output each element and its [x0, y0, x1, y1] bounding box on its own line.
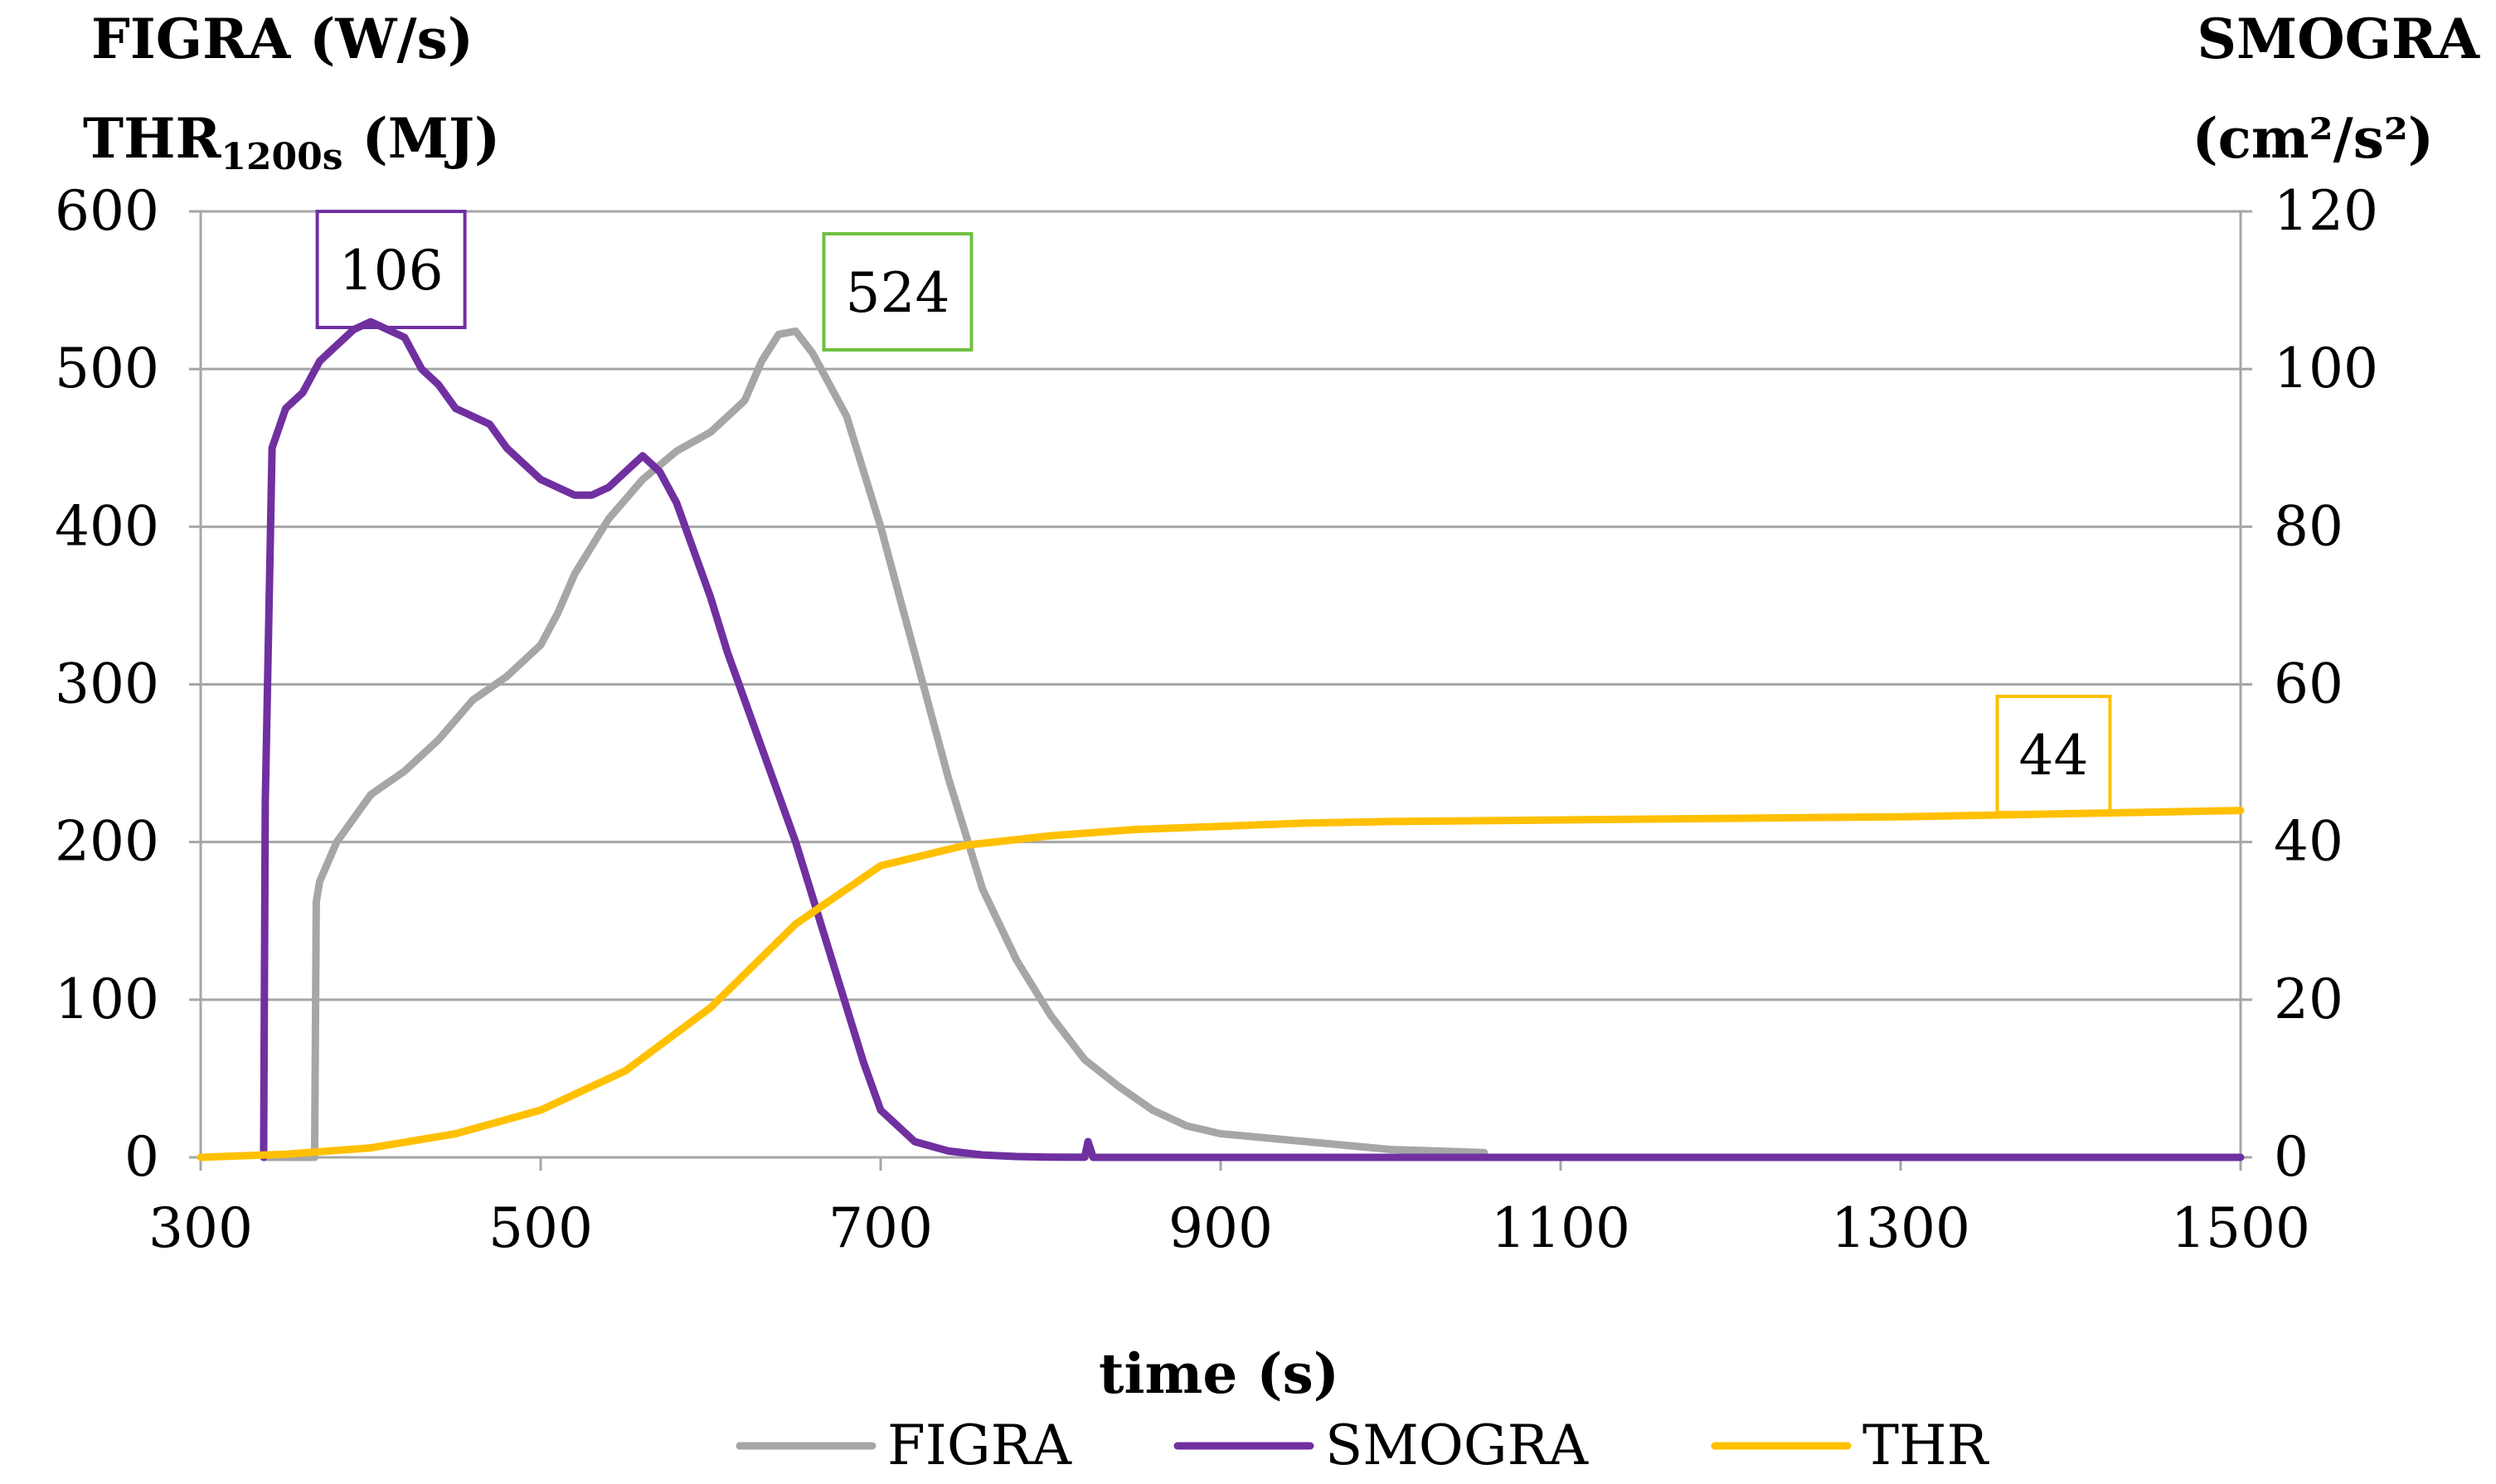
left-axis-thr-unit: (MJ) — [343, 106, 501, 171]
series-line-smogra — [260, 318, 2245, 1161]
y-right-tick-120: 120 — [2274, 179, 2378, 243]
y-right-tick-100: 100 — [2274, 337, 2378, 400]
y-left-tick-200: 200 — [55, 810, 159, 874]
tick-labels: 0 100 200 300 400 500 600 0 20 40 60 80 100 120 300 500… — [55, 179, 2378, 1260]
legend-item-thr: THR — [1711, 1414, 1990, 1477]
annotation-figra: 524 — [822, 232, 974, 352]
annotation-label-thr: 44 — [2019, 724, 2089, 788]
y-left-tick-300: 300 — [55, 652, 159, 716]
y-left-tick-100: 100 — [55, 968, 159, 1031]
legend: FIGRA SMOGRA THR — [736, 1414, 1990, 1477]
series-lines — [197, 318, 2245, 1161]
legend-label-figra: FIGRA — [887, 1414, 1072, 1477]
series-line-thr — [197, 807, 2245, 1161]
legend-item-smogra: SMOGRA — [1173, 1414, 1589, 1477]
y-left-tick-500: 500 — [55, 337, 159, 400]
right-axis-title-line1: SMOGRA — [2197, 7, 2479, 71]
y-right-tick-20: 20 — [2274, 968, 2343, 1031]
x-tick-1100: 1100 — [1491, 1196, 1630, 1260]
annotation-box-figra — [822, 232, 974, 352]
annotation-thr: 44 — [1995, 695, 2112, 814]
annotation-smogra: 106 — [315, 210, 467, 329]
x-tick-300: 300 — [148, 1196, 253, 1260]
y-right-tick-80: 80 — [2274, 494, 2343, 558]
annotations: 106 524 44 — [315, 210, 2112, 814]
x-tick-500: 500 — [488, 1196, 593, 1260]
annotation-label-figra: 524 — [846, 261, 950, 325]
x-tick-1500: 1500 — [2171, 1196, 2310, 1260]
legend-label-smogra: SMOGRA — [1325, 1414, 1589, 1477]
annotation-box-thr — [1995, 695, 2112, 814]
y-right-tick-40: 40 — [2274, 810, 2343, 874]
series-line-figra — [260, 327, 1488, 1161]
x-tick-700: 700 — [828, 1196, 933, 1260]
right-axis-title-line2: (cm²/s²) — [2192, 106, 2434, 171]
x-axis-title: time (s) — [1099, 1341, 1339, 1406]
y-left-tick-600: 600 — [55, 179, 159, 243]
legend-label-thr: THR — [1862, 1414, 1990, 1477]
left-axis-title-line1: FIGRA (W/s) — [91, 7, 473, 71]
y-left-tick-0: 0 — [124, 1125, 159, 1189]
left-axis-thr-label: THR — [83, 106, 221, 171]
left-axis-title-line2: THR1200s (MJ) — [83, 106, 500, 178]
y-right-tick-60: 60 — [2274, 652, 2343, 716]
left-axis-thr-subscript: 1200s — [221, 136, 342, 178]
annotation-box-smogra — [315, 210, 467, 329]
legend-item-figra: FIGRA — [736, 1414, 1072, 1477]
y-right-tick-0: 0 — [2274, 1125, 2309, 1189]
x-tick-1300: 1300 — [1831, 1196, 1970, 1260]
y-left-tick-400: 400 — [55, 494, 159, 558]
axes — [189, 210, 2252, 1171]
gridlines — [201, 210, 2241, 1001]
annotation-label-smogra: 106 — [339, 239, 444, 303]
x-tick-900: 900 — [1168, 1196, 1273, 1260]
